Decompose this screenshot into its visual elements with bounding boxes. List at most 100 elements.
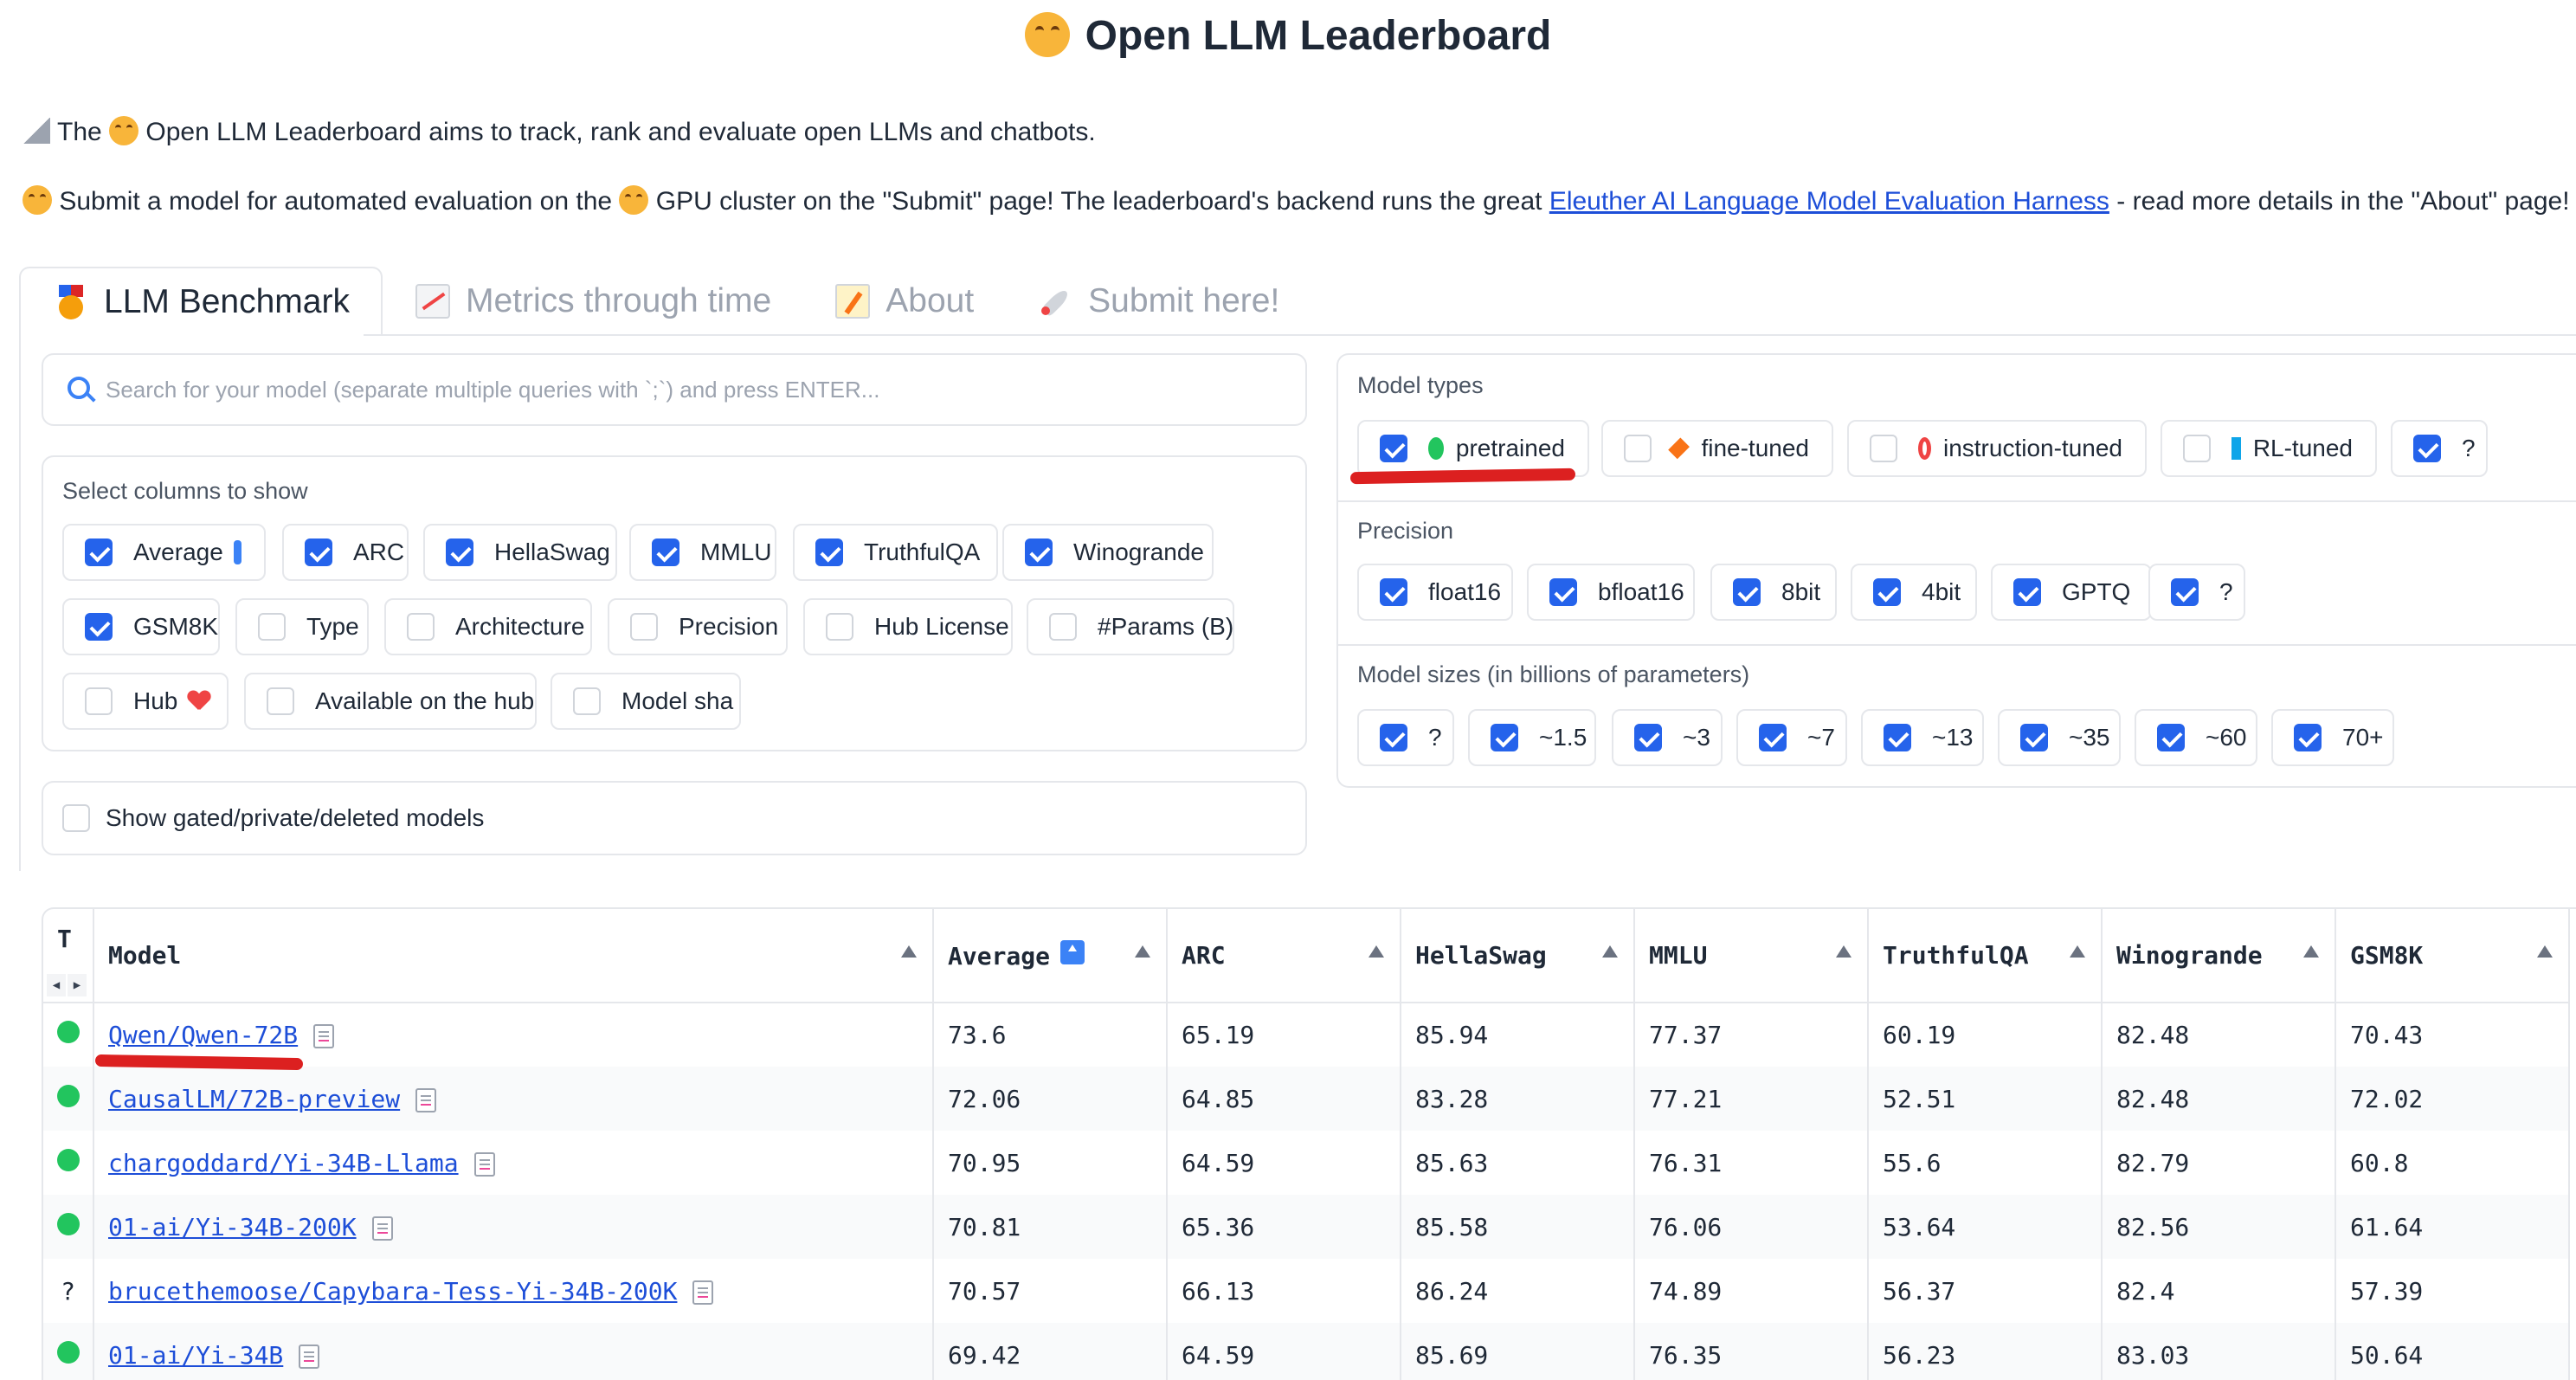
model-type-rl-tuned-checkbox[interactable]: RL-tuned xyxy=(2161,420,2377,477)
checkbox[interactable] xyxy=(1380,724,1407,751)
scroll-arrows[interactable]: ◀ ▶ xyxy=(47,974,87,996)
column-header-mmlu[interactable]: MMLU xyxy=(1634,909,1869,1003)
model-link[interactable]: brucethemoose/Capybara-Tess-Yi-34B-200K xyxy=(108,1276,678,1306)
checkbox[interactable] xyxy=(1491,724,1518,751)
checkbox[interactable] xyxy=(85,613,113,641)
column-type-checkbox[interactable]: Type xyxy=(235,598,369,655)
column-hellaswag-checkbox[interactable]: HellaSwag xyxy=(423,524,617,581)
sort-icon[interactable] xyxy=(1368,945,1384,958)
sort-icon[interactable] xyxy=(1602,945,1618,958)
checkbox[interactable] xyxy=(407,613,435,641)
checkbox[interactable] xyxy=(1870,435,1897,462)
sort-icon[interactable] xyxy=(901,945,917,958)
column-truthfulqa-checkbox[interactable]: TruthfulQA xyxy=(793,524,998,581)
checkbox[interactable] xyxy=(573,687,601,715)
size-60-checkbox[interactable]: ~60 xyxy=(2135,709,2257,766)
column-precision-checkbox[interactable]: Precision xyxy=(608,598,788,655)
model-link[interactable]: chargoddard/Yi-34B-Llama xyxy=(108,1148,459,1177)
checkbox[interactable] xyxy=(1634,724,1662,751)
column-available-on-hub-checkbox[interactable]: Available on the hub xyxy=(244,673,537,730)
scroll-left-icon[interactable]: ◀ xyxy=(47,974,66,996)
checkbox[interactable] xyxy=(1873,578,1901,606)
column-model-sha-checkbox[interactable]: Model sha xyxy=(551,673,741,730)
column-header-gsm8k[interactable]: GSM8K xyxy=(2335,909,2570,1003)
tab-submit[interactable]: Submit here! xyxy=(1005,267,1311,336)
checkbox[interactable] xyxy=(305,538,332,566)
precision-unknown-checkbox[interactable]: ? xyxy=(2148,564,2245,621)
precision-float16-checkbox[interactable]: float16 xyxy=(1357,564,1513,621)
eleuther-harness-link[interactable]: Eleuther AI Language Model Evaluation Ha… xyxy=(1549,187,2109,216)
checkbox[interactable] xyxy=(2157,724,2185,751)
model-link[interactable]: Qwen/Qwen-72B xyxy=(108,1021,299,1049)
column-params-checkbox[interactable]: #Params (B) xyxy=(1027,598,1234,655)
model-link[interactable]: 01-ai/Yi-34B-200K xyxy=(108,1212,357,1241)
column-architecture-checkbox[interactable]: Architecture xyxy=(384,598,592,655)
sort-icon[interactable] xyxy=(2070,945,2085,958)
size-35-checkbox[interactable]: ~35 xyxy=(1998,709,2121,766)
column-header-winogrande[interactable]: Winogrande xyxy=(2102,909,2336,1003)
column-header-average[interactable]: Average xyxy=(933,909,1168,1003)
precision-4bit-checkbox[interactable]: 4bit xyxy=(1851,564,1977,621)
checkbox[interactable] xyxy=(1759,724,1787,751)
column-hub-checkbox[interactable]: Hub xyxy=(62,673,229,730)
size-3-checkbox[interactable]: ~3 xyxy=(1612,709,1723,766)
model-type-unknown-checkbox[interactable]: ? xyxy=(2391,420,2488,477)
checkbox[interactable] xyxy=(258,613,286,641)
size-1-5-checkbox[interactable]: ~1.5 xyxy=(1468,709,1596,766)
column-winogrande-checkbox[interactable]: Winogrande xyxy=(1002,524,1214,581)
column-mmlu-checkbox[interactable]: MMLU xyxy=(629,524,776,581)
column-average-checkbox[interactable]: Average xyxy=(62,524,266,581)
checkbox[interactable] xyxy=(62,804,90,832)
sort-icon[interactable] xyxy=(1836,945,1852,958)
checkbox[interactable] xyxy=(652,538,679,566)
column-header-hellaswag[interactable]: HellaSwag xyxy=(1401,909,1635,1003)
model-link[interactable]: 01-ai/Yi-34B xyxy=(108,1340,284,1370)
precision-bfloat16-checkbox[interactable]: bfloat16 xyxy=(1527,564,1695,621)
size-13-checkbox[interactable]: ~13 xyxy=(1861,709,1984,766)
document-icon[interactable] xyxy=(473,1151,495,1177)
size-7-checkbox[interactable]: ~7 xyxy=(1736,709,1847,766)
model-link[interactable]: CausalLM/72B-preview xyxy=(108,1084,401,1113)
size-unknown-checkbox[interactable]: ? xyxy=(1357,709,1454,766)
document-icon[interactable] xyxy=(299,1344,320,1369)
size-70-plus-checkbox[interactable]: 70+ xyxy=(2271,709,2394,766)
document-icon[interactable] xyxy=(371,1216,393,1241)
column-hub-license-checkbox[interactable]: Hub License xyxy=(803,598,1013,655)
precision-gptq-checkbox[interactable]: GPTQ xyxy=(1991,564,2152,621)
model-type-instruction-tuned-checkbox[interactable]: instruction-tuned xyxy=(1847,420,2147,477)
checkbox[interactable] xyxy=(2171,578,2199,606)
column-header-truthfulqa[interactable]: TruthfulQA xyxy=(1868,909,2103,1003)
checkbox[interactable] xyxy=(2294,724,2322,751)
checkbox[interactable] xyxy=(2013,578,2041,606)
checkbox[interactable] xyxy=(267,687,294,715)
show-gated-checkbox[interactable]: Show gated/private/deleted models xyxy=(42,781,1307,855)
sort-icon[interactable] xyxy=(2537,945,2553,958)
checkbox[interactable] xyxy=(1733,578,1761,606)
checkbox[interactable] xyxy=(1884,724,1911,751)
checkbox[interactable] xyxy=(630,613,658,641)
checkbox[interactable] xyxy=(2020,724,2048,751)
checkbox[interactable] xyxy=(1049,613,1077,641)
column-header-arc[interactable]: ARC xyxy=(1167,909,1401,1003)
checkbox[interactable] xyxy=(1549,578,1577,606)
tab-llm-benchmark[interactable]: LLM Benchmark xyxy=(19,267,383,336)
checkbox[interactable] xyxy=(446,538,473,566)
column-arc-checkbox[interactable]: ARC xyxy=(282,524,409,581)
column-header-model[interactable]: Model xyxy=(93,909,934,1003)
checkbox[interactable] xyxy=(1025,538,1053,566)
sort-icon[interactable] xyxy=(2303,945,2319,958)
checkbox[interactable] xyxy=(2413,435,2441,462)
document-icon[interactable] xyxy=(415,1087,437,1112)
document-icon[interactable] xyxy=(692,1280,714,1305)
checkbox[interactable] xyxy=(1624,435,1652,462)
scroll-right-icon[interactable]: ▶ xyxy=(68,974,87,996)
document-icon[interactable] xyxy=(313,1024,335,1048)
checkbox[interactable] xyxy=(826,613,853,641)
checkbox[interactable] xyxy=(85,687,113,715)
checkbox[interactable] xyxy=(815,538,843,566)
column-header-type[interactable]: T ◀ ▶ xyxy=(43,909,94,1003)
tab-about[interactable]: About xyxy=(802,267,1005,336)
column-gsm8k-checkbox[interactable]: GSM8K xyxy=(62,598,220,655)
tab-metrics-through-time[interactable]: Metrics through time xyxy=(383,267,802,336)
model-type-fine-tuned-checkbox[interactable]: fine-tuned xyxy=(1601,420,1833,477)
